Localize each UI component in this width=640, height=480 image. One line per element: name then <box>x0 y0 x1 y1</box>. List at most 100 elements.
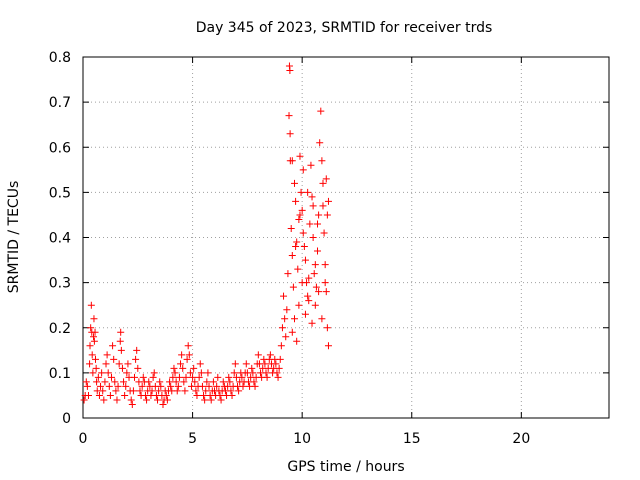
data-point <box>118 364 126 372</box>
data-point <box>288 157 296 165</box>
data-point <box>120 378 128 386</box>
data-point <box>299 229 307 237</box>
data-point <box>90 333 98 341</box>
data-point <box>254 351 262 359</box>
data-point <box>307 161 315 169</box>
data-point <box>290 315 298 323</box>
data-point <box>231 360 239 368</box>
y-axis-label: SRMTID / TECUs <box>6 181 22 294</box>
data-point <box>184 342 192 350</box>
y-tick-label: 0 <box>62 411 71 427</box>
data-point <box>172 378 180 386</box>
data-point <box>286 130 294 138</box>
data-point <box>305 274 313 282</box>
data-point <box>157 382 165 390</box>
data-point <box>87 301 95 309</box>
data-point <box>124 360 132 368</box>
data-point <box>163 396 171 404</box>
data-point <box>294 265 302 273</box>
data-point <box>323 324 331 332</box>
data-point <box>80 396 88 404</box>
data-point <box>102 360 110 368</box>
data-point <box>134 364 142 372</box>
data-point <box>94 373 102 381</box>
data-point <box>235 387 243 395</box>
data-point <box>250 378 258 386</box>
data-point <box>91 355 99 363</box>
data-point <box>274 373 282 381</box>
data-point <box>113 396 121 404</box>
data-point <box>319 179 327 187</box>
data-point <box>154 396 162 404</box>
data-point <box>289 283 297 291</box>
data-point <box>318 315 326 323</box>
data-point <box>290 179 298 187</box>
data-point <box>304 188 312 196</box>
data-point <box>207 396 215 404</box>
data-point <box>324 342 332 350</box>
data-point <box>283 306 291 314</box>
data-point <box>203 378 211 386</box>
data-point <box>117 346 125 354</box>
data-point <box>106 391 114 399</box>
data-point <box>190 364 198 372</box>
data-point <box>107 373 115 381</box>
data-point <box>104 369 112 377</box>
data-point <box>115 360 123 368</box>
data-point <box>183 355 191 363</box>
data-point <box>99 387 107 395</box>
data-point <box>109 342 117 350</box>
data-point <box>239 382 247 390</box>
data-point <box>185 351 193 359</box>
data-point <box>301 310 309 318</box>
data-point <box>133 346 141 354</box>
data-point <box>248 364 256 372</box>
data-point <box>319 202 327 210</box>
data-point <box>266 351 274 359</box>
data-point <box>261 360 269 368</box>
data-point <box>308 193 316 201</box>
data-point <box>198 382 206 390</box>
data-point <box>276 355 284 363</box>
data-point <box>201 396 209 404</box>
data-point <box>159 400 167 408</box>
data-point <box>155 387 163 395</box>
data-point <box>93 378 101 386</box>
data-point <box>92 364 100 372</box>
data-point <box>95 391 103 399</box>
data-point <box>200 391 208 399</box>
x-tick-label: 10 <box>293 431 311 447</box>
data-point <box>310 270 318 278</box>
data-point <box>309 234 317 241</box>
data-point <box>296 152 304 160</box>
data-point <box>321 261 329 269</box>
data-point <box>121 391 129 399</box>
data-point <box>111 378 119 386</box>
data-point <box>86 360 94 368</box>
data-point <box>110 355 118 363</box>
data-point <box>192 387 200 395</box>
data-point <box>298 206 306 214</box>
data-point <box>91 328 99 336</box>
data-point <box>127 396 135 404</box>
chart-title: Day 345 of 2023, SRMTID for receiver trd… <box>196 20 493 36</box>
data-point <box>195 373 203 381</box>
data-point <box>189 373 197 381</box>
data-point <box>170 364 178 372</box>
data-point <box>316 139 324 147</box>
data-point <box>300 243 308 251</box>
x-tick-label: 0 <box>79 431 88 447</box>
data-point <box>129 387 137 395</box>
data-point <box>219 378 227 386</box>
data-point <box>214 373 222 381</box>
data-point <box>306 220 314 228</box>
data-point <box>97 382 105 390</box>
data-point <box>251 382 259 390</box>
data-point <box>100 396 108 404</box>
data-point <box>173 387 181 395</box>
data-point <box>286 67 294 75</box>
x-axis-label: GPS time / hours <box>287 459 404 475</box>
data-point <box>202 387 210 395</box>
data-point <box>82 378 90 386</box>
